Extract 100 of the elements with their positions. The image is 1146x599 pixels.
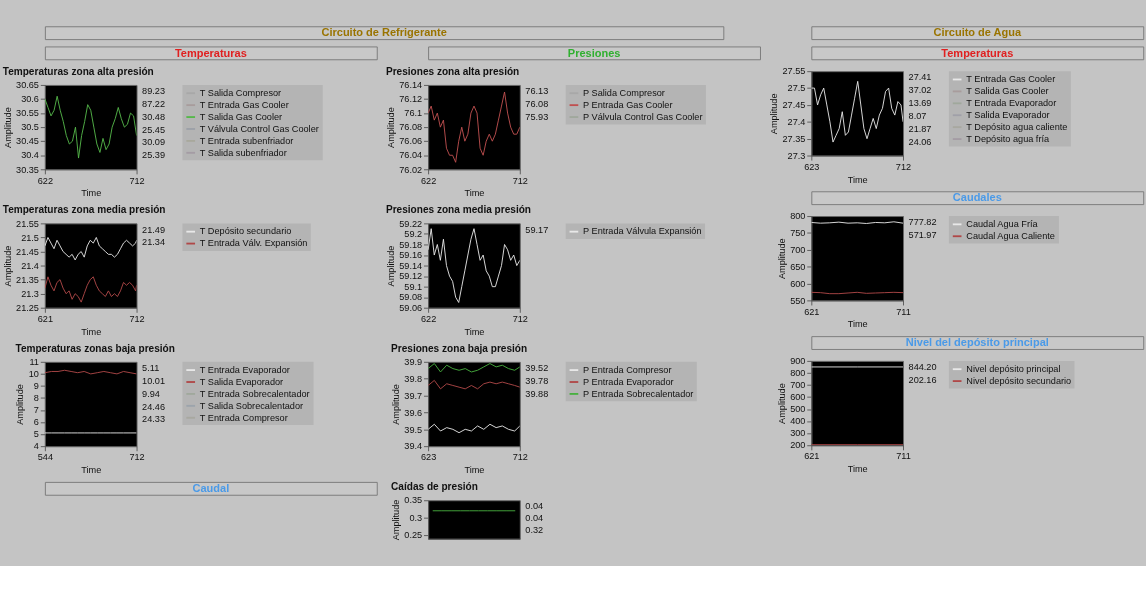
x-axis-title: Time [847, 319, 868, 330]
y-tick-label: 0.35 [404, 495, 423, 506]
text: 75.93 [525, 111, 549, 122]
y-tick-label: 59.08 [399, 292, 423, 303]
x-tick-label: 712 [512, 175, 528, 186]
y-tick-label: 21.4 [21, 260, 39, 271]
legend-label: T Depósito secundario [199, 226, 292, 237]
chart-title: Temperaturas zona alta presión [2, 65, 154, 77]
y-tick-label: 30.5 [21, 122, 39, 133]
legend-label: P Entrada Sobrecalentador [583, 388, 694, 399]
text: Temperaturas [941, 46, 1014, 59]
y-tick-label: 39.5 [404, 424, 423, 435]
y-tick-label: 76.02 [399, 164, 423, 175]
legend-label: T Entrada Gas Cooler [199, 99, 289, 110]
x-axis-title: Time [464, 326, 485, 337]
y-tick-label: 30.55 [16, 108, 39, 119]
y-tick-label: 39.6 [404, 407, 423, 418]
legend-label: T Entrada Válv. Expansión [199, 238, 308, 249]
y-tick-label: 600 [790, 278, 806, 289]
text: 21.49 [142, 224, 166, 235]
legend-label: T Entrada Gas Cooler [966, 74, 1056, 85]
text: Circuito de Refrigerante [321, 26, 447, 39]
legend-label: T Válvula Control Gas Cooler [199, 123, 319, 134]
legend-label: T Salida Evaporador [199, 376, 284, 387]
text: 30.48 [142, 111, 166, 122]
y-tick-label: 8 [33, 393, 39, 404]
x-tick-label: 622 [420, 175, 437, 186]
legend-label: P Entrada Válvula Expansión [583, 226, 702, 237]
text: Presiones [567, 46, 621, 59]
y-tick-label: 21.45 [16, 246, 39, 257]
text: 30.09 [142, 137, 166, 148]
y-axis-title: Amplitude [390, 499, 401, 541]
text: 39.78 [525, 375, 549, 386]
y-tick-label: 30.45 [16, 136, 39, 147]
text: Caudal [192, 482, 230, 495]
y-tick-label: 76.12 [399, 94, 423, 105]
text: 59.17 [525, 224, 549, 235]
legend-label: P Entrada Evaporador [583, 376, 674, 387]
y-tick-label: 800 [790, 211, 806, 222]
text: 89.23 [142, 86, 166, 97]
y-axis-title: Amplitude [776, 383, 787, 424]
text: 39.88 [525, 388, 549, 399]
x-tick-label: 623 [804, 161, 820, 172]
text: 571.97 [908, 230, 937, 241]
y-tick-label: 200 [790, 440, 806, 451]
y-tick-label: 11 [29, 357, 39, 368]
x-tick-label: 711 [896, 306, 911, 317]
y-tick-label: 39.9 [404, 357, 423, 368]
legend-label: T Entrada Sobrecalentador [199, 388, 310, 399]
x-axis-title: Time [464, 188, 485, 199]
y-tick-label: 59.06 [399, 302, 423, 313]
x-tick-label: 712 [129, 452, 145, 463]
text: Circuito de Agua [933, 26, 1022, 39]
legend-label: T Salida Compresor [199, 87, 282, 98]
chart-title: Temperaturas zonas baja presión [15, 342, 175, 354]
y-axis-title: Amplitude [385, 107, 396, 148]
x-tick-label: 621 [804, 306, 820, 317]
text: 25.39 [142, 150, 166, 161]
x-tick-label: 712 [512, 313, 528, 324]
text: 0.04 [525, 501, 544, 512]
y-tick-label: 39.4 [404, 441, 423, 452]
y-tick-label: 27.5 [787, 83, 806, 94]
legend-label: Nivel depósito principal [966, 363, 1061, 374]
y-tick-label: 30.35 [16, 164, 39, 175]
x-axis-title: Time [81, 188, 102, 199]
y-tick-label: 27.4 [787, 117, 806, 128]
y-axis-title: Amplitude [390, 384, 401, 425]
chart-title: Presiones zona baja presión [391, 342, 528, 354]
x-tick-label: 711 [896, 451, 911, 462]
text: 24.33 [142, 414, 166, 425]
legend-label: T Salida Gas Cooler [199, 111, 283, 122]
x-tick-label: 544 [37, 452, 54, 463]
y-tick-label: 400 [790, 416, 806, 427]
legend-label: T Salida Sobrecalentador [199, 400, 304, 411]
text: 76.13 [525, 86, 549, 97]
y-tick-label: 27.45 [782, 100, 806, 111]
y-tick-label: 76.04 [399, 150, 423, 161]
x-tick-label: 712 [129, 313, 145, 324]
x-tick-label: 622 [37, 175, 54, 186]
y-tick-label: 59.12 [399, 271, 423, 282]
y-tick-label: 21.25 [16, 302, 39, 313]
legend-label: Caudal Agua Caliente [966, 230, 1055, 241]
y-tick-label: 39.7 [404, 390, 423, 401]
chart-title: Presiones zona media presión [385, 204, 532, 216]
text: 9.94 [142, 388, 160, 399]
y-tick-label: 27.35 [782, 133, 806, 144]
y-tick-label: 9 [33, 381, 39, 392]
text: 21.87 [908, 123, 932, 134]
x-tick-label: 712 [512, 452, 528, 463]
text: 37.02 [908, 85, 932, 96]
legend-label: P Válvula Control Gas Cooler [583, 111, 703, 122]
y-tick-label: 30.4 [21, 150, 39, 161]
legend-label: Caudal Agua Fría [966, 219, 1039, 230]
y-tick-label: 59.16 [399, 250, 423, 261]
legend-label: T Depósito agua fría [966, 133, 1051, 144]
legend-label: T Salida Gas Cooler [966, 86, 1049, 97]
legend-label: T Depósito agua caliente [966, 121, 1068, 132]
y-tick-label: 10 [28, 369, 39, 380]
x-tick-label: 712 [129, 175, 145, 186]
y-tick-label: 27.3 [787, 150, 806, 161]
